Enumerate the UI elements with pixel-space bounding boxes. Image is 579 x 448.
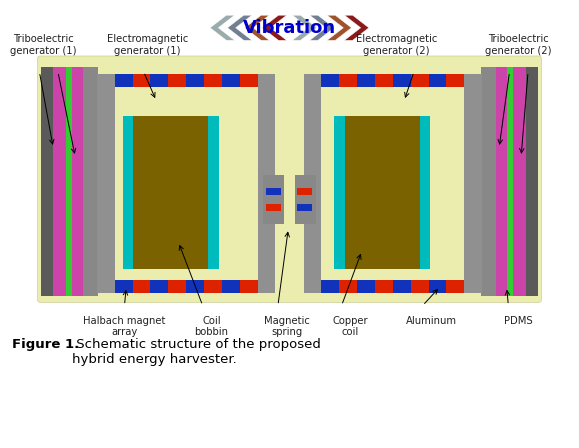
Polygon shape — [310, 15, 334, 40]
Bar — [357, 280, 375, 293]
Bar — [295, 175, 316, 224]
Bar — [297, 188, 313, 195]
Bar — [304, 74, 321, 293]
Bar — [168, 74, 186, 87]
Polygon shape — [228, 15, 252, 40]
Bar — [321, 87, 464, 280]
Bar — [204, 74, 222, 87]
Polygon shape — [210, 15, 234, 40]
Bar — [428, 74, 446, 87]
Bar — [204, 280, 222, 293]
Text: Coil
bobbin: Coil bobbin — [195, 316, 228, 337]
Text: Schematic structure of the proposed
hybrid energy harvester.: Schematic structure of the proposed hybr… — [72, 338, 321, 366]
Bar — [168, 280, 186, 293]
Text: Triboelectric
generator (1): Triboelectric generator (1) — [10, 34, 76, 56]
Polygon shape — [245, 15, 269, 40]
Text: Copper
coil: Copper coil — [332, 316, 368, 337]
Bar — [123, 116, 133, 269]
Polygon shape — [292, 15, 317, 40]
Bar — [151, 280, 168, 293]
Bar — [345, 116, 420, 269]
Bar — [97, 74, 275, 293]
Bar — [321, 280, 339, 293]
Bar — [222, 74, 240, 87]
Bar — [115, 74, 133, 87]
Bar — [411, 280, 428, 293]
Text: Electromagnetic
generator (2): Electromagnetic generator (2) — [356, 34, 437, 56]
Text: Aluminum: Aluminum — [406, 316, 457, 326]
Bar — [339, 74, 357, 87]
Text: Triboelectric
generator (2): Triboelectric generator (2) — [485, 34, 551, 56]
Bar — [321, 74, 339, 87]
Bar — [263, 175, 284, 224]
Bar — [304, 74, 482, 293]
Bar — [133, 74, 151, 87]
Bar — [97, 74, 115, 293]
Bar — [464, 74, 482, 293]
Bar — [513, 67, 526, 296]
Text: Figure 1.: Figure 1. — [12, 338, 79, 351]
Bar — [393, 74, 411, 87]
Bar — [72, 67, 83, 296]
Bar — [420, 116, 430, 269]
Bar — [115, 87, 258, 280]
FancyBboxPatch shape — [38, 56, 541, 302]
Bar — [186, 74, 204, 87]
Bar — [53, 67, 66, 296]
Polygon shape — [327, 15, 351, 40]
Bar — [393, 280, 411, 293]
Bar — [83, 67, 98, 296]
Bar — [41, 67, 53, 296]
Bar — [481, 67, 496, 296]
Bar — [151, 74, 168, 87]
Bar — [411, 74, 428, 87]
Bar — [240, 74, 258, 87]
Bar — [186, 280, 204, 293]
Bar — [496, 67, 507, 296]
Bar — [266, 204, 281, 211]
Bar — [258, 74, 275, 293]
Bar — [240, 280, 258, 293]
Bar — [133, 116, 208, 269]
Bar — [507, 67, 513, 296]
Bar — [115, 280, 133, 293]
Bar — [66, 67, 72, 296]
Bar — [357, 74, 375, 87]
Bar — [375, 280, 393, 293]
Polygon shape — [345, 15, 369, 40]
Bar — [375, 74, 393, 87]
Bar — [428, 280, 446, 293]
Text: Electromagnetic
generator (1): Electromagnetic generator (1) — [107, 34, 188, 56]
Bar — [297, 204, 313, 211]
Polygon shape — [262, 15, 287, 40]
Bar — [266, 188, 281, 195]
Bar — [133, 280, 151, 293]
Bar — [526, 67, 538, 296]
Text: Magnetic
spring: Magnetic spring — [263, 316, 310, 337]
Bar — [208, 116, 219, 269]
Text: Halbach magnet
array: Halbach magnet array — [83, 316, 166, 337]
Bar — [446, 74, 464, 87]
Bar — [446, 280, 464, 293]
Bar — [339, 280, 357, 293]
Text: Vibration: Vibration — [243, 19, 336, 37]
Bar — [222, 280, 240, 293]
Bar — [334, 116, 345, 269]
Text: PDMS: PDMS — [504, 316, 533, 326]
